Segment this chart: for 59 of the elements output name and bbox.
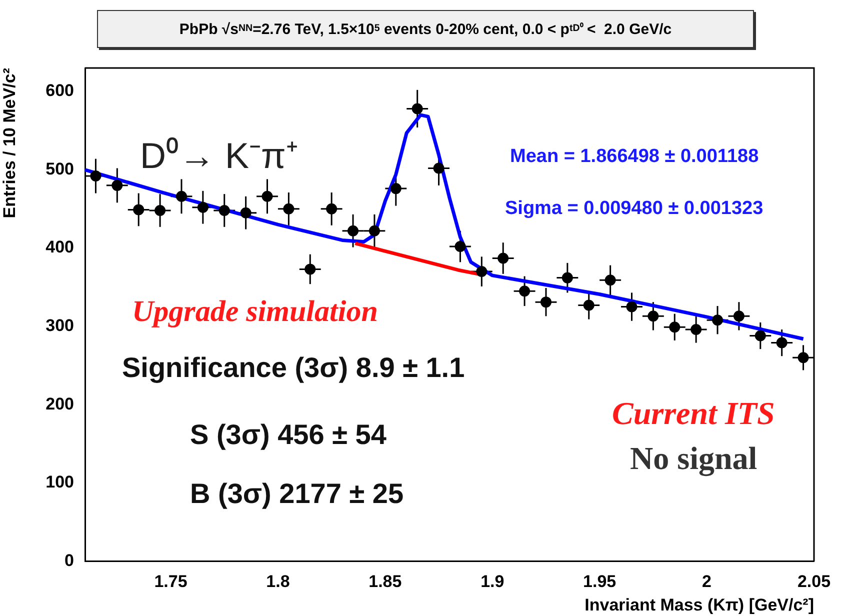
- point: [733, 310, 744, 322]
- x-tick-label: 2.05: [797, 572, 831, 592]
- point: [519, 286, 530, 297]
- annotation: S (3σ) 456 ± 54: [190, 419, 386, 451]
- annotation: Current ITS: [612, 395, 775, 432]
- point: [154, 204, 166, 216]
- x-tick-label: 1.75: [154, 572, 188, 592]
- point: [690, 324, 702, 335]
- point: [368, 225, 380, 236]
- point: [176, 190, 187, 202]
- point: [648, 310, 659, 322]
- point: [240, 207, 252, 218]
- annotation: D⁰→ K⁻π⁺: [140, 134, 298, 178]
- annotation: Significance (3σ) 8.9 ± 1.1: [122, 352, 465, 384]
- point: [712, 314, 724, 326]
- point: [348, 225, 359, 236]
- point: [112, 180, 123, 191]
- point: [412, 103, 423, 114]
- y-axis-title: Entries / 10 MeV/c²: [0, 68, 19, 218]
- point: [798, 352, 809, 364]
- point: [262, 190, 273, 202]
- annotation: Upgrade simulation: [132, 295, 378, 329]
- point: [283, 203, 294, 214]
- x-tick-label: 1.8: [266, 572, 290, 592]
- point: [540, 296, 552, 308]
- point: [197, 202, 208, 213]
- y-tick-label: 500: [46, 159, 74, 178]
- point: [390, 183, 402, 194]
- point: [604, 274, 616, 286]
- point: [626, 301, 638, 312]
- y-tick-label: 100: [46, 472, 74, 492]
- annotation: B (3σ) 2177 ± 25: [190, 478, 404, 510]
- annotation: Mean = 1.866498 ± 0.001188: [510, 146, 759, 168]
- point: [433, 162, 444, 174]
- point: [90, 170, 102, 182]
- point: [776, 337, 788, 348]
- point: [304, 264, 316, 275]
- point: [669, 322, 680, 333]
- y-tick-label: 400: [46, 238, 74, 257]
- point: [583, 300, 594, 311]
- point: [133, 204, 144, 216]
- x-tick-label: 2: [702, 572, 712, 592]
- point: [326, 203, 338, 214]
- point: [754, 330, 766, 342]
- y-tick-label: 200: [46, 394, 74, 414]
- point: [218, 204, 230, 216]
- point: [476, 266, 488, 278]
- annotation: No signal: [630, 440, 758, 477]
- point: [498, 252, 509, 264]
- x-axis-title: Invariant Mass (Kπ) [GeV/c²]: [584, 595, 814, 614]
- annotation: Sigma = 0.009480 ± 0.001323: [505, 198, 764, 220]
- x-tick-label: 1.85: [368, 572, 402, 592]
- x-tick-label: 1.9: [480, 572, 504, 592]
- y-tick-label: 600: [46, 81, 74, 100]
- point: [562, 272, 573, 284]
- y-tick-label: 300: [46, 316, 74, 336]
- y-tick-label: 0: [64, 550, 74, 570]
- x-tick-label: 1.95: [583, 572, 616, 592]
- point: [454, 240, 466, 252]
